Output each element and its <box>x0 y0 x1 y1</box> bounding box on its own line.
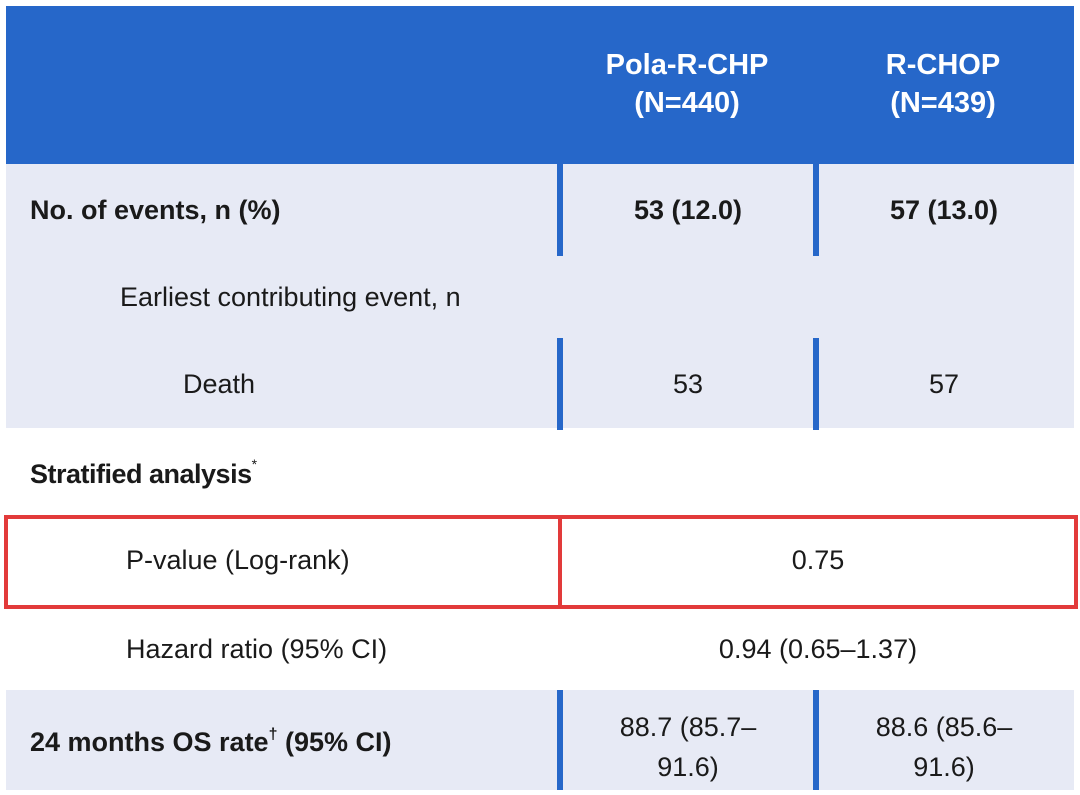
column-separator <box>557 164 563 256</box>
earliest-event-label: Earliest contributing event, n <box>120 282 461 312</box>
os-rate-marker: † <box>268 726 278 743</box>
os-rate-label-post: (95% CI) <box>277 727 392 757</box>
os-rate-col2: 88.6 (85.6– 91.6) <box>816 707 1072 787</box>
os-rate-col2-line2: 91.6) <box>913 752 975 782</box>
os-rate-label-pre: 24 months OS rate <box>30 727 269 757</box>
hazard-ratio-value: 0.94 (0.65–1.37) <box>718 634 918 664</box>
death-col1: 53 <box>672 369 704 399</box>
death-col2: 57 <box>928 369 960 399</box>
hazard-ratio-label: Hazard ratio (95% CI) <box>126 634 388 664</box>
header-r-chop: R-CHOP (N=439) <box>812 46 1074 122</box>
table-header: Pola-R-CHP (N=440) R-CHOP (N=439) <box>6 6 1074 164</box>
header-col1-name: Pola-R-CHP <box>605 49 769 81</box>
pvalue-label: P-value (Log-rank) <box>126 545 350 575</box>
stratified-label: Stratified analysis <box>30 459 252 489</box>
header-col2-name: R-CHOP <box>885 49 1001 81</box>
death-label: Death <box>183 369 256 399</box>
os-rate-col2-line1: 88.6 (85.6– <box>875 712 1013 742</box>
column-separator <box>557 338 563 430</box>
os-rate-col1: 88.7 (85.7– 91.6) <box>560 707 816 787</box>
header-col1-n: (N=440) <box>634 87 740 119</box>
events-col2: 57 (13.0) <box>889 195 999 225</box>
column-separator <box>557 690 563 790</box>
pvalue-value: 0.75 <box>791 545 845 575</box>
column-separator <box>813 690 819 790</box>
os-rate-col1-line1: 88.7 (85.7– <box>619 712 757 742</box>
events-block <box>6 164 1074 428</box>
column-separator <box>813 164 819 256</box>
pvalue-highlight-box <box>4 515 1078 609</box>
pvalue-highlight-divider <box>558 515 562 609</box>
header-pola-r-chp: Pola-R-CHP (N=440) <box>556 46 818 122</box>
stratified-marker: * <box>251 456 257 472</box>
stratified-heading: Stratified analysis* <box>30 456 257 490</box>
os-rate-block <box>6 690 1074 790</box>
header-col2-n: (N=439) <box>890 87 996 119</box>
os-rate-label: 24 months OS rate† (95% CI) <box>30 726 392 758</box>
events-label: No. of events, n (%) <box>30 195 281 225</box>
events-col1: 53 (12.0) <box>633 195 743 225</box>
column-separator <box>813 338 819 430</box>
os-rate-col1-line2: 91.6) <box>657 752 719 782</box>
